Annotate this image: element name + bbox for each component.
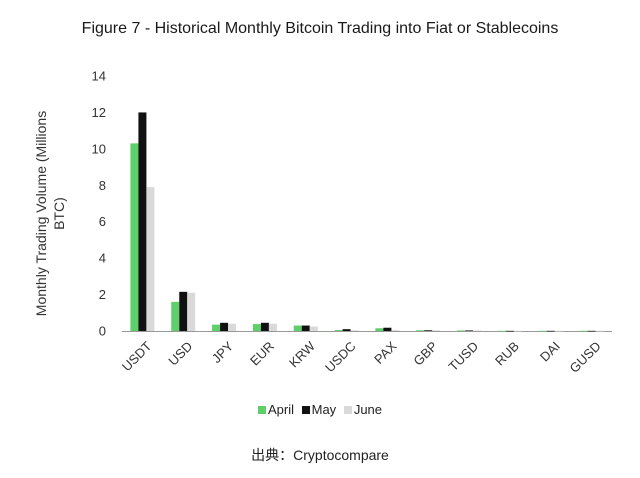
- legend: April May June: [0, 402, 640, 417]
- x-tick-label: DAI: [537, 339, 563, 365]
- bar-may-eur: [260, 322, 269, 331]
- x-tick-labels: USDT USD JPY EUR KRW USDC PAX GBP TUSD RUB DAI GUSD: [119, 338, 604, 376]
- y-tick-label: 8: [99, 178, 106, 193]
- bar-may-rub: [505, 330, 514, 332]
- bar-june-eur: [268, 323, 277, 331]
- bar-may-tusd: [465, 330, 474, 332]
- bar-june-tusd: [473, 330, 482, 332]
- bar-may-gbp: [424, 330, 433, 331]
- legend-item-june: June: [343, 402, 383, 417]
- bar-may-usd: [179, 291, 188, 331]
- bars: [130, 112, 604, 332]
- y-tick-label: 10: [92, 141, 106, 156]
- x-tick-label: RUB: [492, 339, 522, 369]
- bar-june-krw: [309, 326, 318, 331]
- x-tick-label: TUSD: [446, 339, 482, 375]
- bar-june-rub: [513, 330, 522, 332]
- y-axis-title: Monthly Trading Volume (Millions BTC): [33, 111, 67, 316]
- bar-may-pax: [383, 327, 392, 331]
- chart-title: Figure 7 - Historical Monthly Bitcoin Tr…: [81, 20, 559, 37]
- bar-april-usdc: [334, 330, 343, 331]
- bar-may-krw: [301, 325, 310, 331]
- bar-april-usdt: [130, 143, 139, 331]
- bar-may-gusd: [587, 330, 596, 332]
- bar-april-rub: [497, 330, 506, 332]
- x-tick-label: JPY: [209, 338, 237, 366]
- y-tick-labels: 0 2 4 6 8 10 12 14: [92, 69, 106, 339]
- legend-label-april: April: [267, 402, 294, 417]
- legend-label-may: May: [311, 402, 337, 417]
- legend-label-june: June: [353, 402, 383, 417]
- bar-june-gusd: [595, 330, 604, 332]
- bar-may-usdc: [342, 329, 351, 331]
- source-note: 出典：Cryptocompare: [251, 447, 389, 463]
- bar-june-usd: [187, 292, 196, 331]
- x-tick-label: GBP: [410, 339, 440, 369]
- bar-may-jpy: [220, 322, 229, 331]
- x-tick-label: KRW: [286, 338, 318, 370]
- bar-april-tusd: [457, 330, 466, 332]
- x-tick-label: USDT: [119, 338, 155, 374]
- x-tick-label: PAX: [371, 338, 400, 367]
- bar-may-usdt: [138, 112, 147, 331]
- legend-swatch-may: [301, 406, 310, 414]
- bar-april-pax: [375, 328, 384, 331]
- y-tick-label: 12: [92, 105, 106, 120]
- bar-june-usdt: [146, 187, 155, 331]
- bar-may-dai: [546, 330, 555, 332]
- x-tick-label: USDC: [322, 339, 359, 376]
- bar-june-gbp: [432, 330, 441, 331]
- bar-april-jpy: [212, 324, 221, 331]
- bar-june-usdc: [350, 330, 359, 331]
- y-tick-label: 14: [92, 69, 106, 84]
- bar-june-dai: [554, 330, 563, 332]
- y-axis-title-line: Monthly Trading Volume (Millions: [33, 111, 49, 316]
- bar-april-eur: [252, 324, 261, 331]
- bar-june-pax: [391, 330, 400, 331]
- y-tick-label: 2: [99, 287, 106, 302]
- bar-june-jpy: [228, 323, 237, 331]
- bar-april-gusd: [579, 330, 588, 332]
- legend-swatch-april: [257, 406, 266, 414]
- bar-april-dai: [538, 330, 547, 332]
- y-tick-label: 6: [99, 214, 106, 229]
- legend-item-april: April: [257, 402, 294, 417]
- bar-april-gbp: [416, 330, 425, 331]
- legend-swatch-june: [343, 406, 352, 414]
- bar-april-usd: [171, 301, 180, 331]
- y-axis-title-line: BTC): [51, 197, 67, 230]
- y-tick-label: 0: [99, 324, 106, 339]
- x-tick-label: EUR: [247, 339, 277, 369]
- x-tick-label: GUSD: [567, 339, 604, 376]
- bar-april-krw: [293, 325, 302, 331]
- y-tick-label: 4: [99, 251, 106, 266]
- x-tick-label: USD: [165, 339, 195, 369]
- legend-item-may: May: [301, 402, 337, 417]
